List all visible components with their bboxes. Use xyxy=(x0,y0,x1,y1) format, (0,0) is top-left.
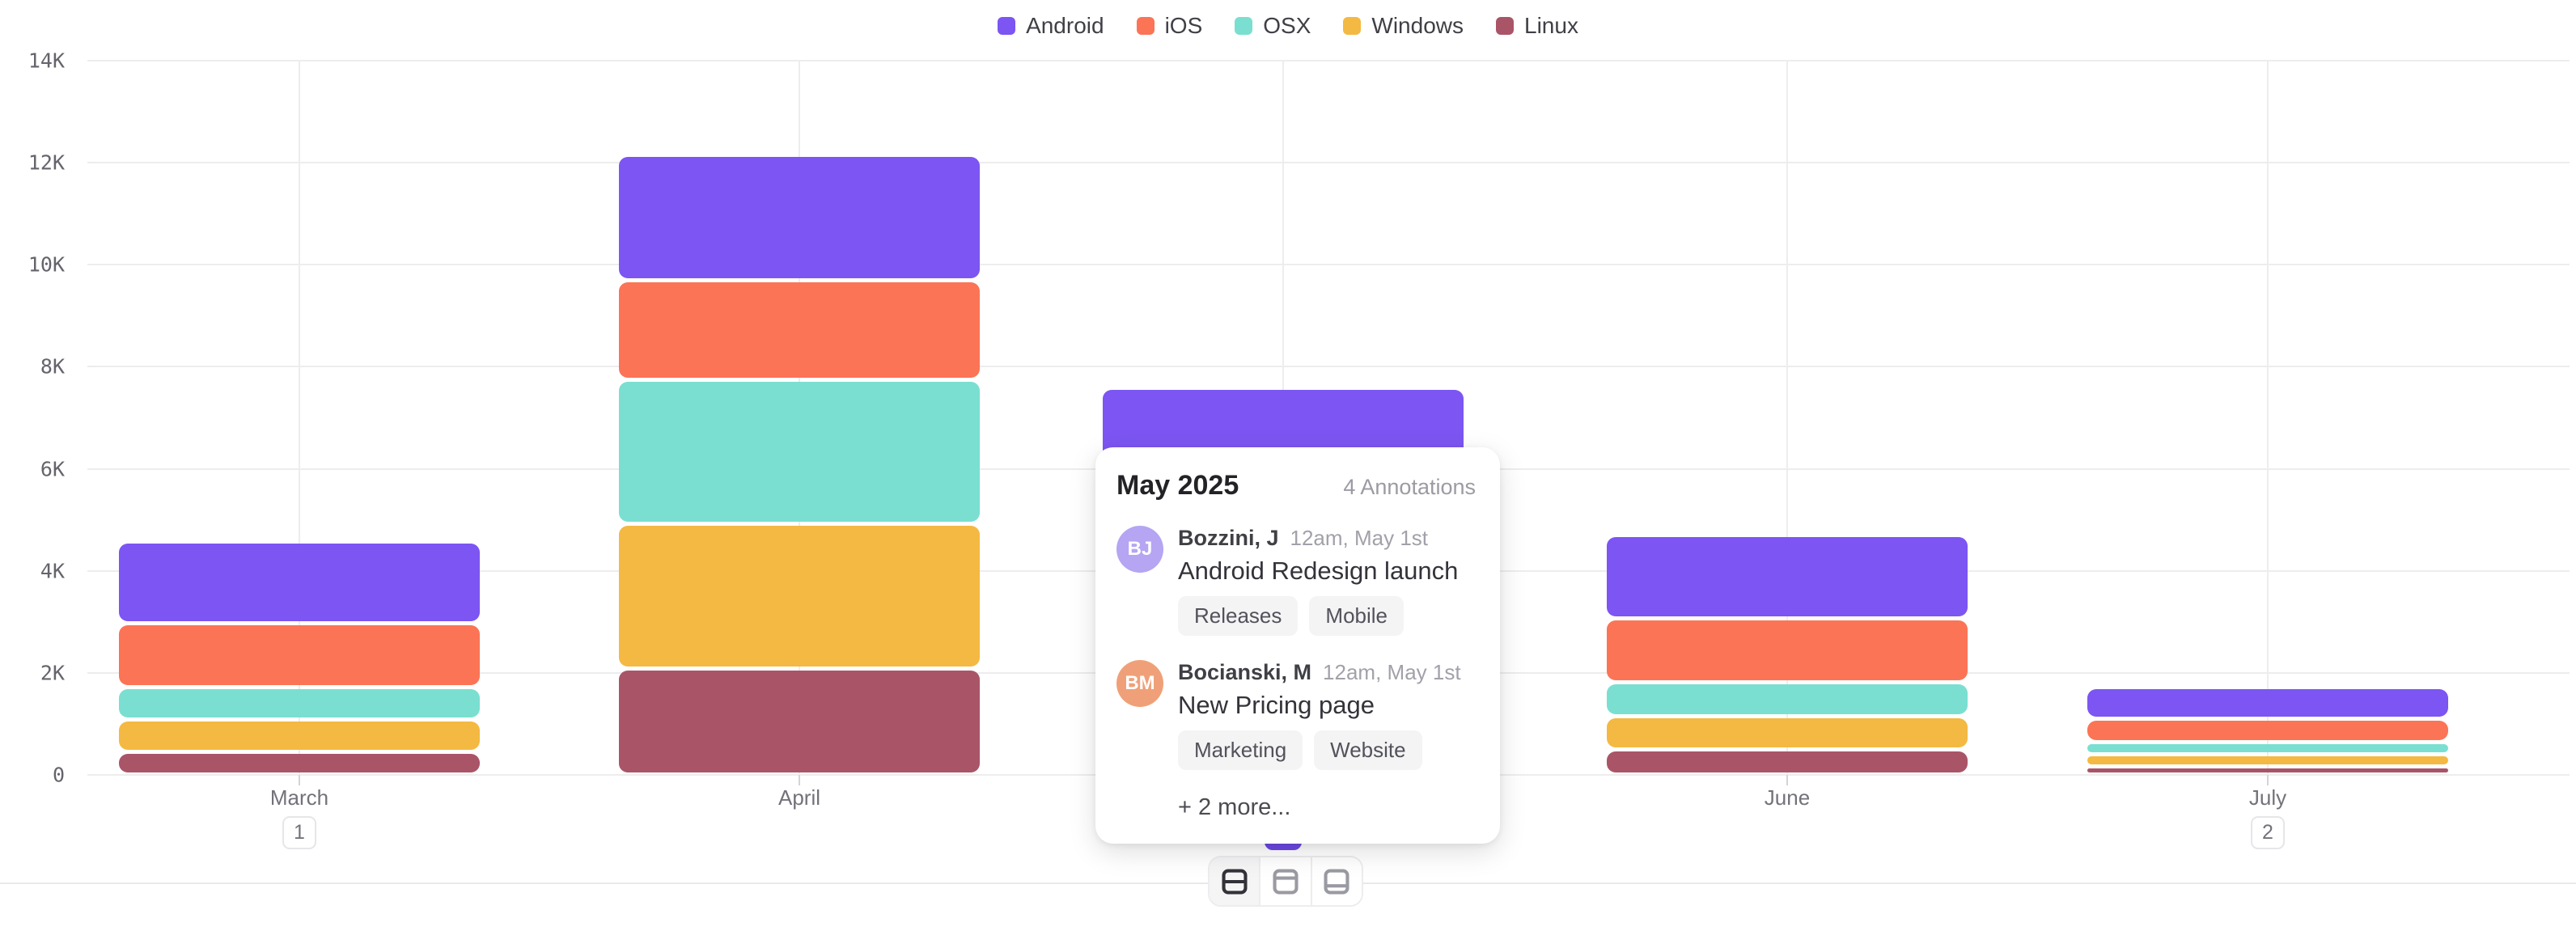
annotation-author: Bocianski, M xyxy=(1178,660,1312,684)
legend-item-linux[interactable]: Linux xyxy=(1496,13,1578,39)
layout-switcher-toolbar xyxy=(1208,856,1363,907)
h-gridline-12K xyxy=(87,162,2570,164)
bar-segment-android-march[interactable] xyxy=(119,544,480,622)
annotation-entry: BJ Bozzini, J 12am, May 1st Android Rede… xyxy=(1116,526,1476,636)
tag-chip: Website xyxy=(1314,730,1422,770)
bar-segment-android-july[interactable] xyxy=(2087,689,2448,717)
chart-legend: Android iOS OSX Windows Linux xyxy=(0,13,2576,39)
legend-swatch-icon xyxy=(1496,17,1514,35)
annotation-author: Bozzini, J xyxy=(1178,526,1279,550)
annotation-entry: BM Bocianski, M 12am, May 1st New Pricin… xyxy=(1116,660,1476,770)
annotation-text: New Pricing page xyxy=(1178,691,1375,719)
bar-segment-windows-march[interactable] xyxy=(119,721,480,751)
bar-segment-windows-april[interactable] xyxy=(619,525,980,667)
bar-segment-windows-june[interactable] xyxy=(1607,718,1968,748)
legend-swatch-icon xyxy=(1235,17,1253,35)
legend-item-ios[interactable]: iOS xyxy=(1136,13,1203,39)
popover-header: May 2025 4 Annotations xyxy=(1116,470,1476,502)
legend-swatch-icon xyxy=(998,17,1016,35)
annotation-entry-body: Bocianski, M 12am, May 1st New Pricing p… xyxy=(1178,660,1461,770)
x-axis-tick-july xyxy=(2267,775,2269,785)
annotation-count-badge-march[interactable]: 1 xyxy=(282,816,316,849)
annotation-entry-meta: Bocianski, M 12am, May 1st xyxy=(1178,660,1461,685)
legend-label: OSX xyxy=(1263,13,1311,38)
layout-top-bar-icon xyxy=(1273,868,1299,895)
v-gridline-march xyxy=(299,61,300,775)
x-axis-tick-june xyxy=(1786,775,1788,785)
month-label-april: April xyxy=(777,785,821,810)
layout-split-horizontal-icon xyxy=(1222,868,1248,895)
layout-bottom-bar-button[interactable] xyxy=(1311,857,1362,905)
bar-segment-linux-june[interactable] xyxy=(1607,751,1968,772)
annotation-count-badge-july[interactable]: 2 xyxy=(2251,816,2285,849)
annotation-timestamp: 12am, May 1st xyxy=(1290,526,1429,550)
layout-bottom-bar-icon xyxy=(1324,868,1349,895)
tag-chip: Marketing xyxy=(1178,730,1303,770)
legend-item-windows[interactable]: Windows xyxy=(1343,13,1464,39)
popover-title: May 2025 xyxy=(1116,470,1239,501)
bar-segment-ios-july[interactable] xyxy=(2087,721,2448,741)
month-label-july: July xyxy=(2248,785,2287,810)
h-gridline-10K xyxy=(87,264,2570,266)
annotation-tags: Releases Mobile xyxy=(1178,596,1458,636)
bar-segment-ios-june[interactable] xyxy=(1607,620,1968,680)
x-axis-tick-april xyxy=(799,775,800,785)
y-axis-label-12K: 12K xyxy=(28,150,65,175)
annotation-timestamp: 12am, May 1st xyxy=(1323,660,1461,684)
tag-chip: Mobile xyxy=(1309,596,1404,636)
y-axis-label-4K: 4K xyxy=(40,559,65,583)
legend-label: Linux xyxy=(1524,13,1578,38)
y-axis-label-6K: 6K xyxy=(40,457,65,481)
bar-segment-android-june[interactable] xyxy=(1607,537,1968,616)
v-gridline-june xyxy=(1786,61,1788,775)
legend-label: Android xyxy=(1026,13,1104,38)
bar-segment-osx-april[interactable] xyxy=(619,381,980,522)
avatar: BM xyxy=(1116,660,1163,707)
bar-segment-linux-april[interactable] xyxy=(619,670,980,772)
annotation-text: Android Redesign launch xyxy=(1178,557,1459,585)
h-gridline-14K xyxy=(87,60,2570,61)
y-axis-label-14K: 14K xyxy=(28,49,65,73)
annotations-popover: May 2025 4 Annotations BJ Bozzini, J 12a… xyxy=(1095,447,1500,844)
annotation-entry-body: Bozzini, J 12am, May 1st Android Redesig… xyxy=(1178,526,1458,636)
y-axis-label-2K: 2K xyxy=(40,661,65,685)
annotation-entry-meta: Bozzini, J 12am, May 1st xyxy=(1178,526,1458,551)
bar-segment-osx-march[interactable] xyxy=(119,689,480,717)
legend-label: Windows xyxy=(1371,13,1464,38)
legend-item-android[interactable]: Android xyxy=(998,13,1104,39)
show-more-annotations-link[interactable]: + 2 more... xyxy=(1178,794,1291,820)
bar-segment-android-april[interactable] xyxy=(619,156,980,278)
y-axis-label-10K: 10K xyxy=(28,252,65,277)
legend-swatch-icon xyxy=(1136,17,1155,35)
bar-segment-osx-june[interactable] xyxy=(1607,683,1968,715)
y-axis-label-0: 0 xyxy=(52,763,65,787)
legend-label: iOS xyxy=(1164,13,1203,38)
bar-segment-windows-july[interactable] xyxy=(2087,755,2448,764)
h-gridline-8K xyxy=(87,366,2570,368)
bar-segment-osx-july[interactable] xyxy=(2087,744,2448,752)
month-label-june: June xyxy=(1764,785,1811,810)
v-gridline-july xyxy=(2267,61,2269,775)
bar-segment-ios-april[interactable] xyxy=(619,281,980,378)
bar-segment-ios-march[interactable] xyxy=(119,625,480,686)
avatar: BJ xyxy=(1116,526,1163,573)
month-label-march: March xyxy=(269,785,329,810)
layout-top-bar-button[interactable] xyxy=(1260,857,1312,905)
layout-split-horizontal-button[interactable] xyxy=(1210,857,1261,905)
legend-item-osx[interactable]: OSX xyxy=(1235,13,1311,39)
tag-chip: Releases xyxy=(1178,596,1299,636)
bar-segment-linux-march[interactable] xyxy=(119,754,480,772)
x-axis-tick-march xyxy=(299,775,300,785)
popover-annotation-count: 4 Annotations xyxy=(1343,475,1476,499)
annotation-tags: Marketing Website xyxy=(1178,730,1461,770)
bar-segment-linux-july[interactable] xyxy=(2087,768,2448,772)
legend-swatch-icon xyxy=(1343,17,1362,35)
y-axis-label-8K: 8K xyxy=(40,354,65,379)
